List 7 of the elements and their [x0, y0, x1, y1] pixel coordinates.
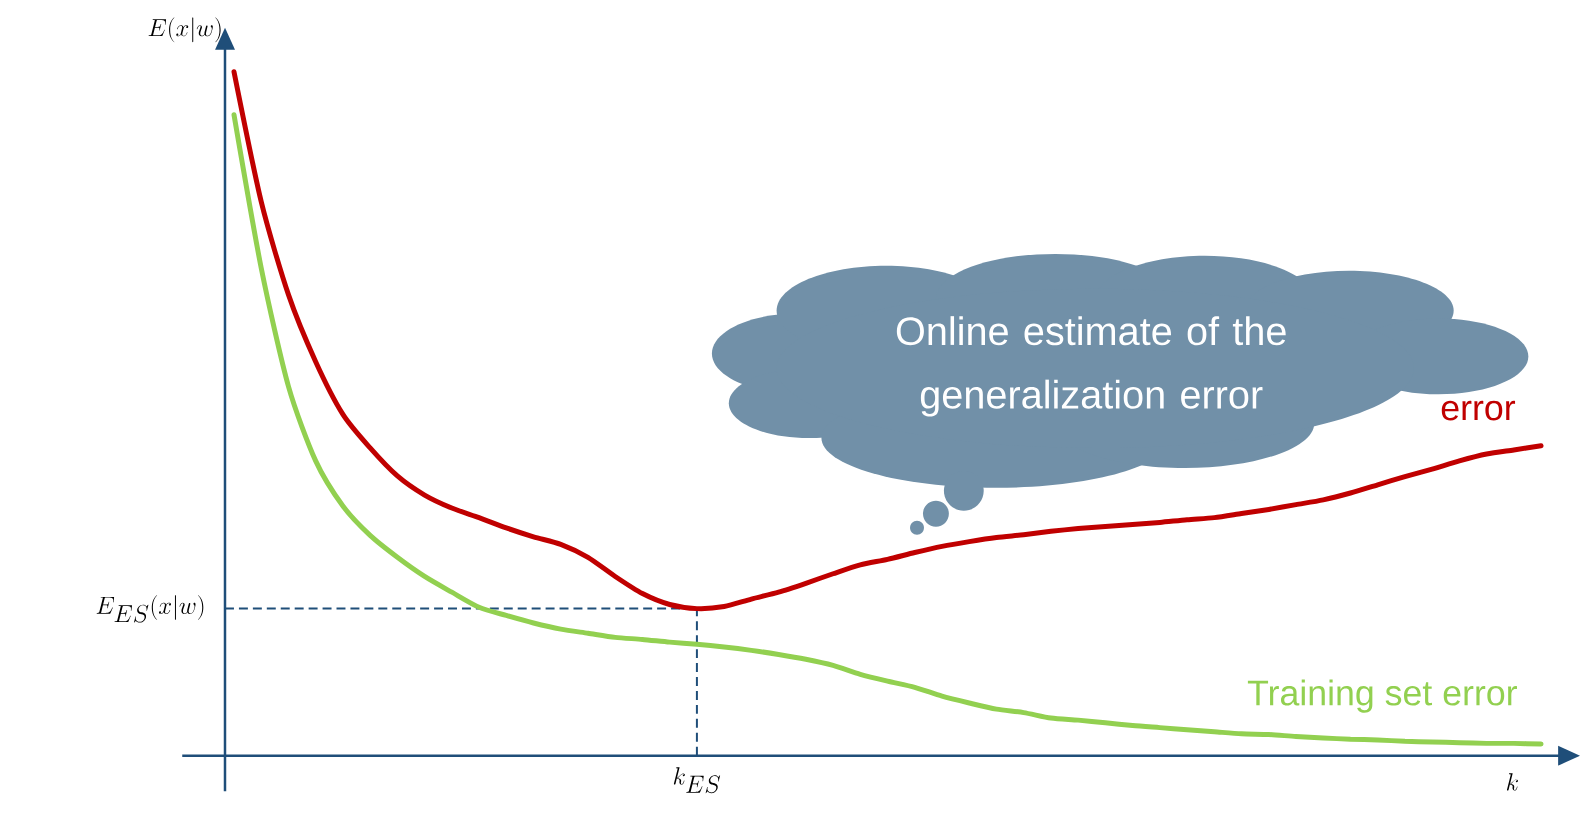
x-axis-title: $k$	[1506, 772, 1519, 791]
series-label: error	[1441, 400, 1516, 421]
annotation: Online estimate of the generalization error	[896, 315, 1286, 417]
ref-line-label: $E_{ES}(x|w)$	[96, 594, 204, 623]
y-axis-title: $E(x|w)$	[148, 17, 221, 43]
series-label: Training set error	[1247, 679, 1517, 713]
text: $k_{ES}$	[673, 766, 721, 793]
